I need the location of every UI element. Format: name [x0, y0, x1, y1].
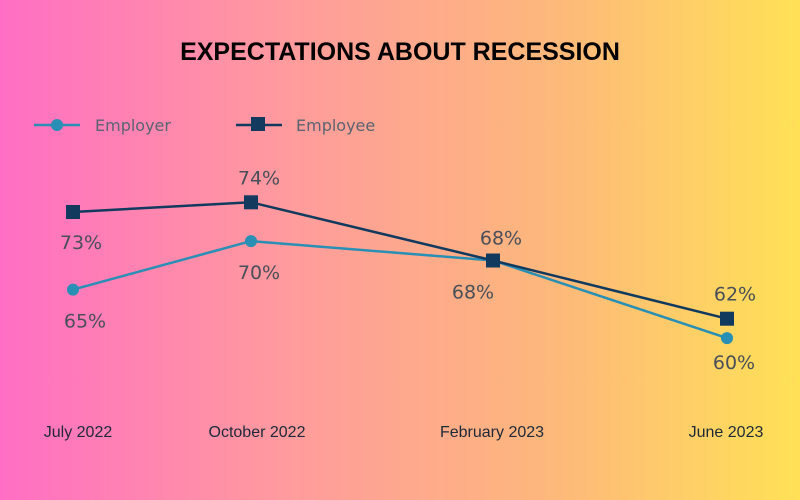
point-employee-1 [244, 195, 258, 210]
data-label-employer-3: 60% [713, 352, 755, 374]
legend-employer-marker [51, 119, 63, 131]
legend-employee-label: Employee [296, 116, 375, 135]
point-employer-3 [721, 332, 733, 345]
legend-employee-marker [251, 117, 265, 131]
legend-employer-label: Employer [95, 116, 171, 135]
series-line-employer [72, 239, 728, 340]
point-employee-3 [720, 311, 734, 326]
chart-title: EXPECTATIONS ABOUT RECESSION [180, 38, 620, 66]
data-label-employee-0: 73% [60, 232, 102, 254]
series-line-employee [72, 201, 728, 320]
data-label-employee-2: 68% [480, 228, 522, 250]
x-axis-ticks: July 2022 October 2022 February 2023 June 2… [44, 424, 764, 441]
point-employer-1 [245, 235, 257, 248]
point-employee-2 [486, 253, 500, 268]
x-tick-label-0: July 2022 [44, 424, 113, 441]
point-employee-0 [66, 205, 80, 219]
data-label-employee-3: 62% [714, 284, 756, 306]
data-label-employer-2: 68% [452, 282, 494, 304]
legend: Employer Employee [34, 116, 375, 135]
legend-item-employee: Employee [236, 116, 375, 135]
x-tick-label-3: June 2023 [689, 424, 764, 441]
x-tick-label-1: October 2022 [209, 424, 306, 441]
plot-area: 65% 70% 68% 60% 73% 74% 68% 62% [60, 167, 756, 374]
data-label-employee-1: 74% [238, 167, 280, 189]
x-tick-label-2: February 2023 [440, 424, 544, 441]
data-label-employer-1: 70% [238, 262, 280, 284]
point-employer-0 [67, 283, 79, 296]
data-label-employer-0: 65% [64, 311, 106, 333]
legend-item-employer: Employer [34, 116, 171, 135]
